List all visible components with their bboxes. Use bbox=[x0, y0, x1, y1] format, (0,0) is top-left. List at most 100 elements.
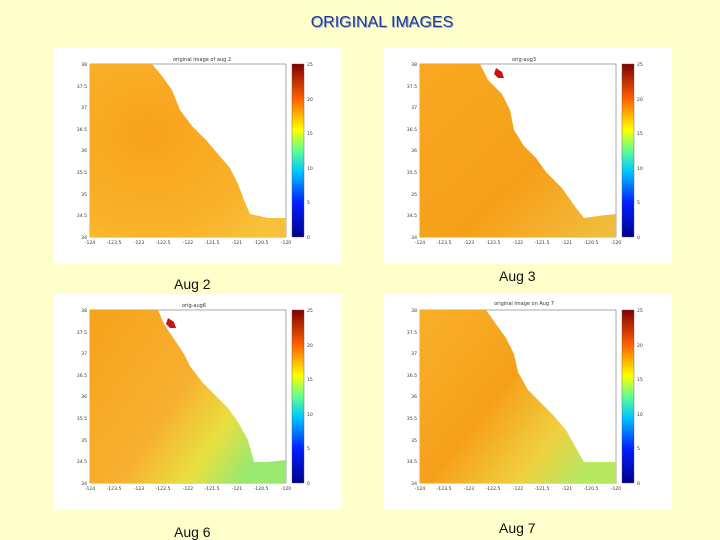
ocean-temperature-field bbox=[90, 64, 286, 237]
axis-tick-label: -121.5 bbox=[535, 486, 550, 492]
plot-title: orig-aug3 bbox=[512, 57, 536, 63]
x-axis-ticks: -124 -123.5 -123 -122.5 -122 -121.5 -121 -120.5… bbox=[415, 240, 622, 246]
axis-tick-label: -123 bbox=[134, 486, 145, 492]
slide-title: ORIGINAL IMAGES bbox=[310, 14, 454, 31]
axis-tick-label: -124 bbox=[415, 486, 426, 492]
axis-tick-label: 35 bbox=[411, 192, 417, 198]
axis-tick-label: 37 bbox=[81, 351, 87, 357]
y-axis-ticks: 38 37.5 37 36.5 36 35.5 35 34.5 34 bbox=[77, 62, 87, 241]
axis-tick-label: -122 bbox=[183, 240, 194, 246]
colorbar bbox=[291, 309, 305, 484]
colorbar-ticks: 25 20 15 10 5 0 bbox=[307, 308, 313, 487]
axis-tick-label: -123.5 bbox=[437, 486, 452, 492]
axis-tick-label: 20 bbox=[307, 343, 313, 349]
colorbar bbox=[621, 309, 635, 484]
axis-tick-label: 10 bbox=[307, 166, 313, 172]
axis-tick-label: 35.5 bbox=[77, 170, 87, 176]
axis-tick-label: 15 bbox=[637, 377, 643, 383]
hot-spot bbox=[494, 68, 504, 78]
axis-tick-label: 20 bbox=[307, 97, 313, 103]
hot-spot bbox=[166, 318, 176, 328]
axis-tick-label: 36.5 bbox=[407, 373, 417, 379]
sst-map: original image of aug 2 38 37.5 37 36.5 36 35… bbox=[77, 57, 313, 246]
axis-tick-label: 37.5 bbox=[407, 330, 417, 336]
axis-tick-label: 36.5 bbox=[77, 373, 87, 379]
axis-tick-label: -121.5 bbox=[205, 240, 220, 246]
axis-tick-label: 37.5 bbox=[77, 330, 87, 336]
axis-tick-label: -123 bbox=[464, 486, 475, 492]
axis-tick-label: 34 bbox=[411, 235, 417, 241]
axis-tick-label: 36 bbox=[411, 394, 417, 400]
y-axis-ticks: 38 37.5 37 36.5 36 35.5 35 34.5 34 bbox=[407, 308, 417, 487]
x-axis-ticks: -124 -123.5 -123 -122.5 -122 -121.5 -121 -120.5… bbox=[415, 486, 622, 492]
axis-tick-label: 25 bbox=[307, 62, 313, 68]
axis-tick-label: 35 bbox=[81, 438, 87, 444]
axis-tick-label: 36 bbox=[81, 148, 87, 154]
axis-tick-label: 34.5 bbox=[407, 459, 417, 465]
axis-tick-label: -122.5 bbox=[156, 240, 171, 246]
axis-tick-label: 0 bbox=[637, 481, 640, 487]
axis-tick-label: -120 bbox=[611, 240, 622, 246]
axis-tick-label: -121 bbox=[562, 486, 573, 492]
colorbar bbox=[291, 63, 305, 238]
axis-tick-label: 34 bbox=[81, 481, 87, 487]
image-panel-aug7: original image on Aug 7 38 37.5 37 36.5 36 35… bbox=[384, 294, 672, 510]
axis-tick-label: 10 bbox=[637, 412, 643, 418]
sst-map: orig-aug3 38 37.5 37 36.5 36 35.5 35 34.5 34 -12… bbox=[407, 57, 643, 246]
axis-tick-label: -121.5 bbox=[205, 486, 220, 492]
axis-tick-label: 34.5 bbox=[77, 213, 87, 219]
caption-aug3: Aug 3 bbox=[499, 268, 536, 284]
axis-tick-label: 37 bbox=[411, 105, 417, 111]
axis-tick-label: -122.5 bbox=[156, 486, 171, 492]
axis-tick-label: 35.5 bbox=[407, 170, 417, 176]
axis-tick-label: 25 bbox=[637, 62, 643, 68]
axis-tick-label: -122 bbox=[513, 486, 524, 492]
axis-tick-label: 25 bbox=[637, 308, 643, 314]
axis-tick-label: 5 bbox=[637, 200, 640, 206]
colorbar-ticks: 25 20 15 10 5 0 bbox=[637, 62, 643, 241]
axis-tick-label: 37 bbox=[81, 105, 87, 111]
axis-tick-label: 10 bbox=[307, 412, 313, 418]
axis-tick-label: 15 bbox=[307, 377, 313, 383]
axis-tick-label: 34.5 bbox=[407, 213, 417, 219]
axis-tick-label: -121.5 bbox=[535, 240, 550, 246]
axis-tick-label: 38 bbox=[411, 62, 417, 68]
axis-tick-label: 34.5 bbox=[77, 459, 87, 465]
axis-tick-label: 37.5 bbox=[407, 84, 417, 90]
axis-tick-label: 0 bbox=[637, 235, 640, 241]
axis-tick-label: -120.5 bbox=[584, 240, 599, 246]
ocean-temperature-field bbox=[420, 64, 616, 237]
y-axis-ticks: 38 37.5 37 36.5 36 35.5 35 34.5 34 bbox=[407, 62, 417, 241]
axis-tick-label: 20 bbox=[637, 97, 643, 103]
ocean-temperature-field bbox=[90, 310, 286, 483]
axis-tick-label: -123.5 bbox=[107, 240, 122, 246]
axis-tick-label: 34 bbox=[411, 481, 417, 487]
axis-tick-label: -120.5 bbox=[254, 240, 269, 246]
axis-tick-label: -124 bbox=[415, 240, 426, 246]
caption-aug6: Aug 6 bbox=[174, 524, 211, 540]
axis-tick-label: 35 bbox=[81, 192, 87, 198]
image-panel-aug2: original image of aug 2 38 37.5 37 36.5 36 35… bbox=[54, 48, 342, 264]
axis-tick-label: 38 bbox=[81, 308, 87, 314]
axis-tick-label: 0 bbox=[307, 481, 310, 487]
image-panel-aug6: orig-aug6 38 37.5 37 36.5 36 35.5 35 34.5 34 -12… bbox=[54, 294, 342, 510]
image-panel-aug3: orig-aug3 38 37.5 37 36.5 36 35.5 35 34.5 34 -12… bbox=[384, 48, 672, 264]
caption-aug7: Aug 7 bbox=[499, 520, 536, 536]
colorbar bbox=[621, 63, 635, 238]
axis-tick-label: 20 bbox=[637, 343, 643, 349]
x-axis-ticks: -124 -123.5 -123 -122.5 -122 -121.5 -121 -120.5… bbox=[85, 240, 292, 246]
axis-tick-label: -120 bbox=[281, 486, 292, 492]
sst-map: orig-aug6 38 37.5 37 36.5 36 35.5 35 34.5 34 -12… bbox=[77, 303, 313, 492]
axis-tick-label: 37 bbox=[411, 351, 417, 357]
axis-tick-label: 5 bbox=[307, 200, 310, 206]
axis-tick-label: 36.5 bbox=[77, 127, 87, 133]
plot-title: original image of aug 2 bbox=[173, 57, 231, 63]
axis-tick-label: -123 bbox=[134, 240, 145, 246]
axis-tick-label: -121 bbox=[232, 486, 243, 492]
axis-tick-label: -120 bbox=[611, 486, 622, 492]
colorbar-ticks: 25 20 15 10 5 0 bbox=[307, 62, 313, 241]
sst-map: original image on Aug 7 38 37.5 37 36.5 36 35… bbox=[407, 301, 643, 492]
axis-tick-label: -122 bbox=[183, 486, 194, 492]
axis-tick-label: 35.5 bbox=[407, 416, 417, 422]
plot-title: orig-aug6 bbox=[182, 303, 206, 309]
